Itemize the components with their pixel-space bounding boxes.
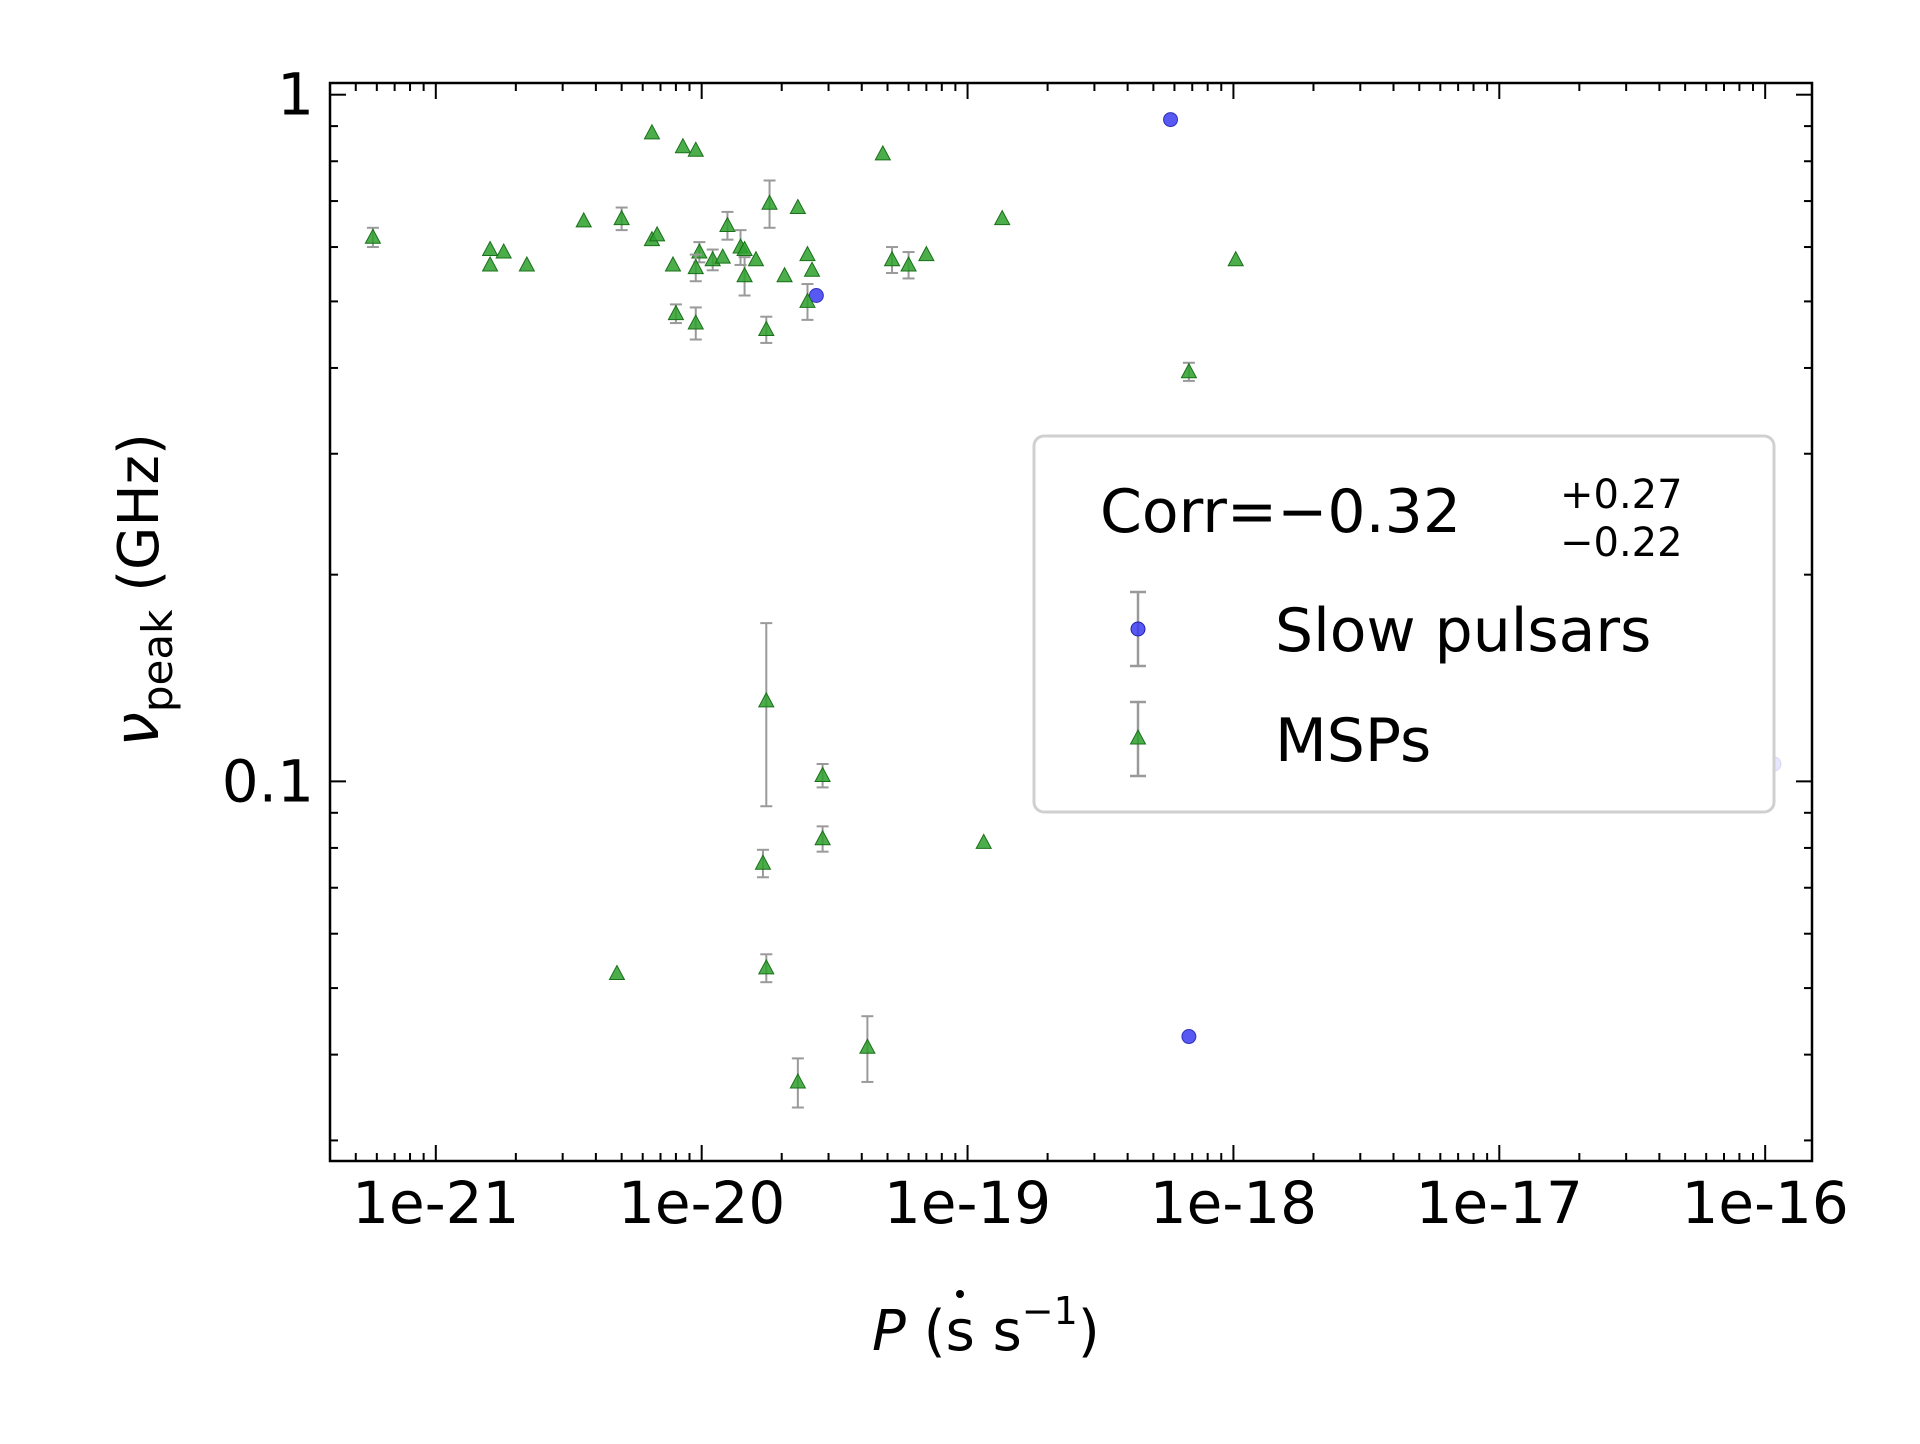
msp-point (687, 141, 705, 157)
legend-entry-msp: MSPs (1129, 700, 1431, 778)
x-tick-label: 1e-16 (1682, 1169, 1849, 1237)
x-tick-label: 1e-21 (352, 1169, 519, 1237)
x-axis-label: P (s s−1) (872, 1289, 1100, 1364)
msp-point (799, 292, 816, 308)
x-axis-label-exponent: −1 (1022, 1289, 1078, 1333)
svg-text:P(s s−1): P (s s−1) (872, 1289, 1100, 1364)
x-tick-label: 1e-19 (884, 1169, 1051, 1237)
x-axis-label-units: (s s (924, 1299, 1022, 1364)
y-axis-label-units: (GHz) (107, 433, 172, 609)
msp-point (757, 958, 775, 975)
x-axis-label-dot (956, 1290, 964, 1298)
legend-slow-marker (1130, 621, 1146, 637)
msp-point (975, 833, 993, 849)
msp-point (757, 691, 775, 708)
msp-point (687, 258, 705, 275)
slow-pulsar-point (808, 288, 824, 304)
msp-point (789, 198, 807, 215)
y-axis-label-symbol: ν (100, 712, 173, 747)
msp-point (643, 123, 661, 140)
msp-point (364, 228, 382, 244)
msp-point (481, 240, 499, 257)
msp-point (761, 194, 778, 210)
msp-point (608, 964, 626, 981)
msp-point (874, 144, 892, 161)
legend: Corr=−0.32 +0.27 −0.22 Slow pulsars MSPs (1032, 434, 1776, 814)
msp-point (575, 211, 593, 228)
msp-point (814, 766, 831, 782)
msp-point (736, 266, 753, 283)
msp-point (1227, 250, 1245, 267)
msp-point (648, 225, 666, 242)
legend-entry-slow: Slow pulsars (1130, 590, 1651, 668)
msp-point (714, 248, 732, 264)
msp-point (687, 313, 705, 330)
msp-point (803, 261, 821, 277)
legend-box (1032, 434, 1776, 814)
x-tick-label: 1e-20 (618, 1169, 785, 1237)
legend-corr-text: Corr=−0.32 (1100, 477, 1461, 547)
msp-point (481, 255, 499, 272)
msp-point (918, 245, 935, 262)
msp-point (736, 240, 753, 257)
msp-point (664, 255, 682, 272)
y-tick-label: 0.1 (222, 747, 314, 815)
msp-point (776, 266, 793, 283)
x-axis-label-symbol: P (872, 1299, 906, 1364)
msp-point (667, 304, 685, 321)
y-tick-label: 1 (277, 61, 314, 129)
legend-corr-lower: −0.22 (1560, 520, 1683, 566)
y-axis-label: νpeak (GHz) (100, 433, 182, 747)
msp-point (814, 829, 831, 846)
msp-point (757, 320, 775, 337)
slow-pulsar-point (1163, 112, 1179, 128)
legend-corr-upper: +0.27 (1560, 472, 1683, 518)
msp-point (900, 255, 917, 272)
slow-pulsar-point (1181, 1029, 1197, 1045)
msp-point (747, 250, 765, 267)
msp-point (518, 255, 536, 272)
msp-point (754, 854, 772, 870)
x-axis-label-close: ) (1078, 1299, 1100, 1364)
x-tick-label: 1e-18 (1150, 1169, 1317, 1237)
legend-label-slow: Slow pulsars (1275, 596, 1651, 666)
msp-point (1180, 362, 1198, 379)
msp-point (613, 209, 630, 226)
msp-point (495, 242, 513, 259)
msp-point (799, 245, 816, 262)
y-axis-label-subscript: peak (133, 609, 182, 712)
x-tick-label: 1e-17 (1416, 1169, 1583, 1237)
msp-point (859, 1038, 876, 1054)
legend-msp-marker (1129, 728, 1147, 745)
msp-point (789, 1072, 807, 1089)
msp-point (719, 216, 736, 232)
msp-point (674, 137, 692, 154)
msp-point (883, 250, 901, 267)
svg-text:νpeak (GHz): νpeak (GHz) (100, 433, 182, 747)
msp-point (993, 209, 1011, 226)
plot-frame (328, 81, 1814, 1163)
legend-label-msp: MSPs (1275, 706, 1431, 776)
